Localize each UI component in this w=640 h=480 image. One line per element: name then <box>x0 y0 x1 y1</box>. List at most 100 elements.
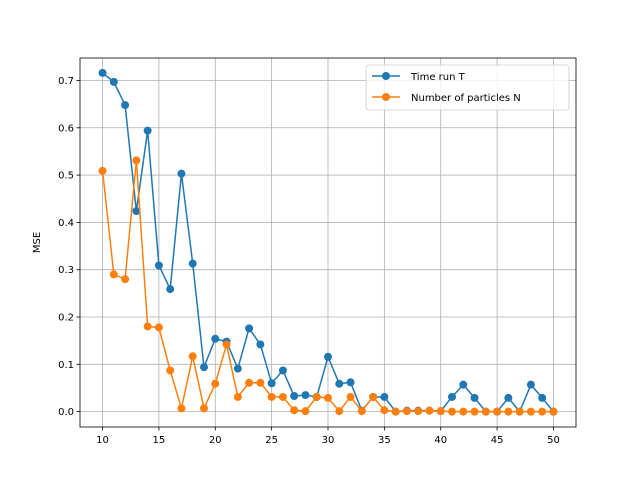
data-point <box>538 407 547 416</box>
x-tick-label: 10 <box>96 435 109 446</box>
data-point <box>290 392 299 401</box>
x-tick-label: 50 <box>547 435 560 446</box>
data-point <box>549 407 558 416</box>
x-tick-label: 20 <box>209 435 222 446</box>
legend-marker <box>382 93 390 101</box>
data-point <box>256 340 265 349</box>
data-point <box>335 407 344 416</box>
data-point <box>166 366 175 375</box>
legend: Time run T Number of particles N <box>365 64 570 111</box>
data-point <box>245 378 254 387</box>
x-tick-label: 15 <box>153 435 166 446</box>
x-tick-label: 40 <box>434 435 447 446</box>
data-point <box>380 406 389 415</box>
data-point <box>324 393 332 402</box>
legend-entry: Number of particles N <box>372 93 521 104</box>
data-point <box>335 379 344 388</box>
data-point <box>109 270 118 279</box>
data-point <box>459 380 468 389</box>
data-point <box>132 207 141 216</box>
x-tick-label: 25 <box>265 435 278 446</box>
data-point <box>459 407 468 416</box>
data-point <box>200 363 208 372</box>
y-axis-label: MSE <box>32 232 43 253</box>
data-point <box>504 407 513 416</box>
legend-label: Time run T <box>410 72 466 83</box>
data-point <box>98 68 107 77</box>
data-point <box>154 261 163 270</box>
data-point <box>211 379 220 388</box>
data-point <box>357 407 366 416</box>
data-point <box>448 392 456 401</box>
data-point <box>143 322 152 331</box>
data-point <box>177 169 186 178</box>
data-point <box>132 156 141 165</box>
legend-entry: Time run T <box>372 72 466 83</box>
data-point <box>470 407 479 416</box>
data-point <box>121 101 130 110</box>
data-point <box>267 392 276 401</box>
x-tick-label: 30 <box>322 435 335 446</box>
data-point <box>481 407 490 416</box>
data-point <box>391 407 400 416</box>
data-point <box>256 378 265 387</box>
data-point <box>526 407 535 416</box>
data-point <box>425 406 434 415</box>
data-point <box>526 380 535 389</box>
data-point <box>369 392 378 401</box>
data-point <box>98 166 107 175</box>
legend-marker <box>382 72 390 80</box>
data-point <box>143 126 152 135</box>
data-point <box>233 364 242 373</box>
y-tick-label: 0.1 <box>58 360 74 371</box>
legend-label: Number of particles N <box>411 93 521 104</box>
data-point <box>515 407 524 416</box>
y-tick-label: 0.7 <box>58 76 74 87</box>
data-point <box>166 285 175 294</box>
data-point <box>211 334 220 343</box>
data-point <box>245 324 254 333</box>
y-tick-label: 0.4 <box>58 218 74 229</box>
data-point <box>504 393 513 402</box>
data-point <box>267 379 276 388</box>
y-tick-label: 0.5 <box>58 171 74 182</box>
legend-box <box>365 64 570 111</box>
data-point <box>301 391 310 400</box>
data-point <box>538 393 547 402</box>
series-2 <box>98 156 558 416</box>
data-point <box>493 407 502 416</box>
data-point <box>346 378 355 387</box>
data-point <box>177 404 186 413</box>
grid <box>80 58 576 427</box>
data-point <box>312 392 321 401</box>
data-point <box>278 392 287 401</box>
data-point <box>200 404 208 413</box>
x-tick-label: 45 <box>491 435 504 446</box>
data-point <box>278 366 287 375</box>
x-tick-label: 35 <box>378 435 391 446</box>
y-tick-label: 0.3 <box>58 265 74 276</box>
data-point <box>436 407 445 416</box>
data-point <box>121 275 130 284</box>
data-point <box>324 352 332 361</box>
data-point <box>346 392 355 401</box>
data-point <box>188 352 197 361</box>
y-tick-label: 0.0 <box>58 407 74 418</box>
data-point <box>233 392 242 401</box>
data-point <box>414 407 423 416</box>
data-point <box>222 340 231 349</box>
data-point <box>109 77 118 86</box>
data-point <box>402 407 411 416</box>
data-point <box>290 406 299 415</box>
data-point <box>301 407 310 416</box>
data-point <box>448 407 456 416</box>
series-layer <box>98 68 558 416</box>
data-point <box>470 393 479 402</box>
data-point <box>380 392 389 401</box>
y-axis: 0.0 0.1 0.2 0.3 0.4 0.5 0.6 0.7 <box>58 76 80 418</box>
y-tick-label: 0.2 <box>58 313 74 324</box>
y-tick-label: 0.6 <box>58 123 74 134</box>
x-axis: 10 15 20 25 30 35 40 45 50 <box>96 427 560 446</box>
data-point <box>188 259 197 268</box>
